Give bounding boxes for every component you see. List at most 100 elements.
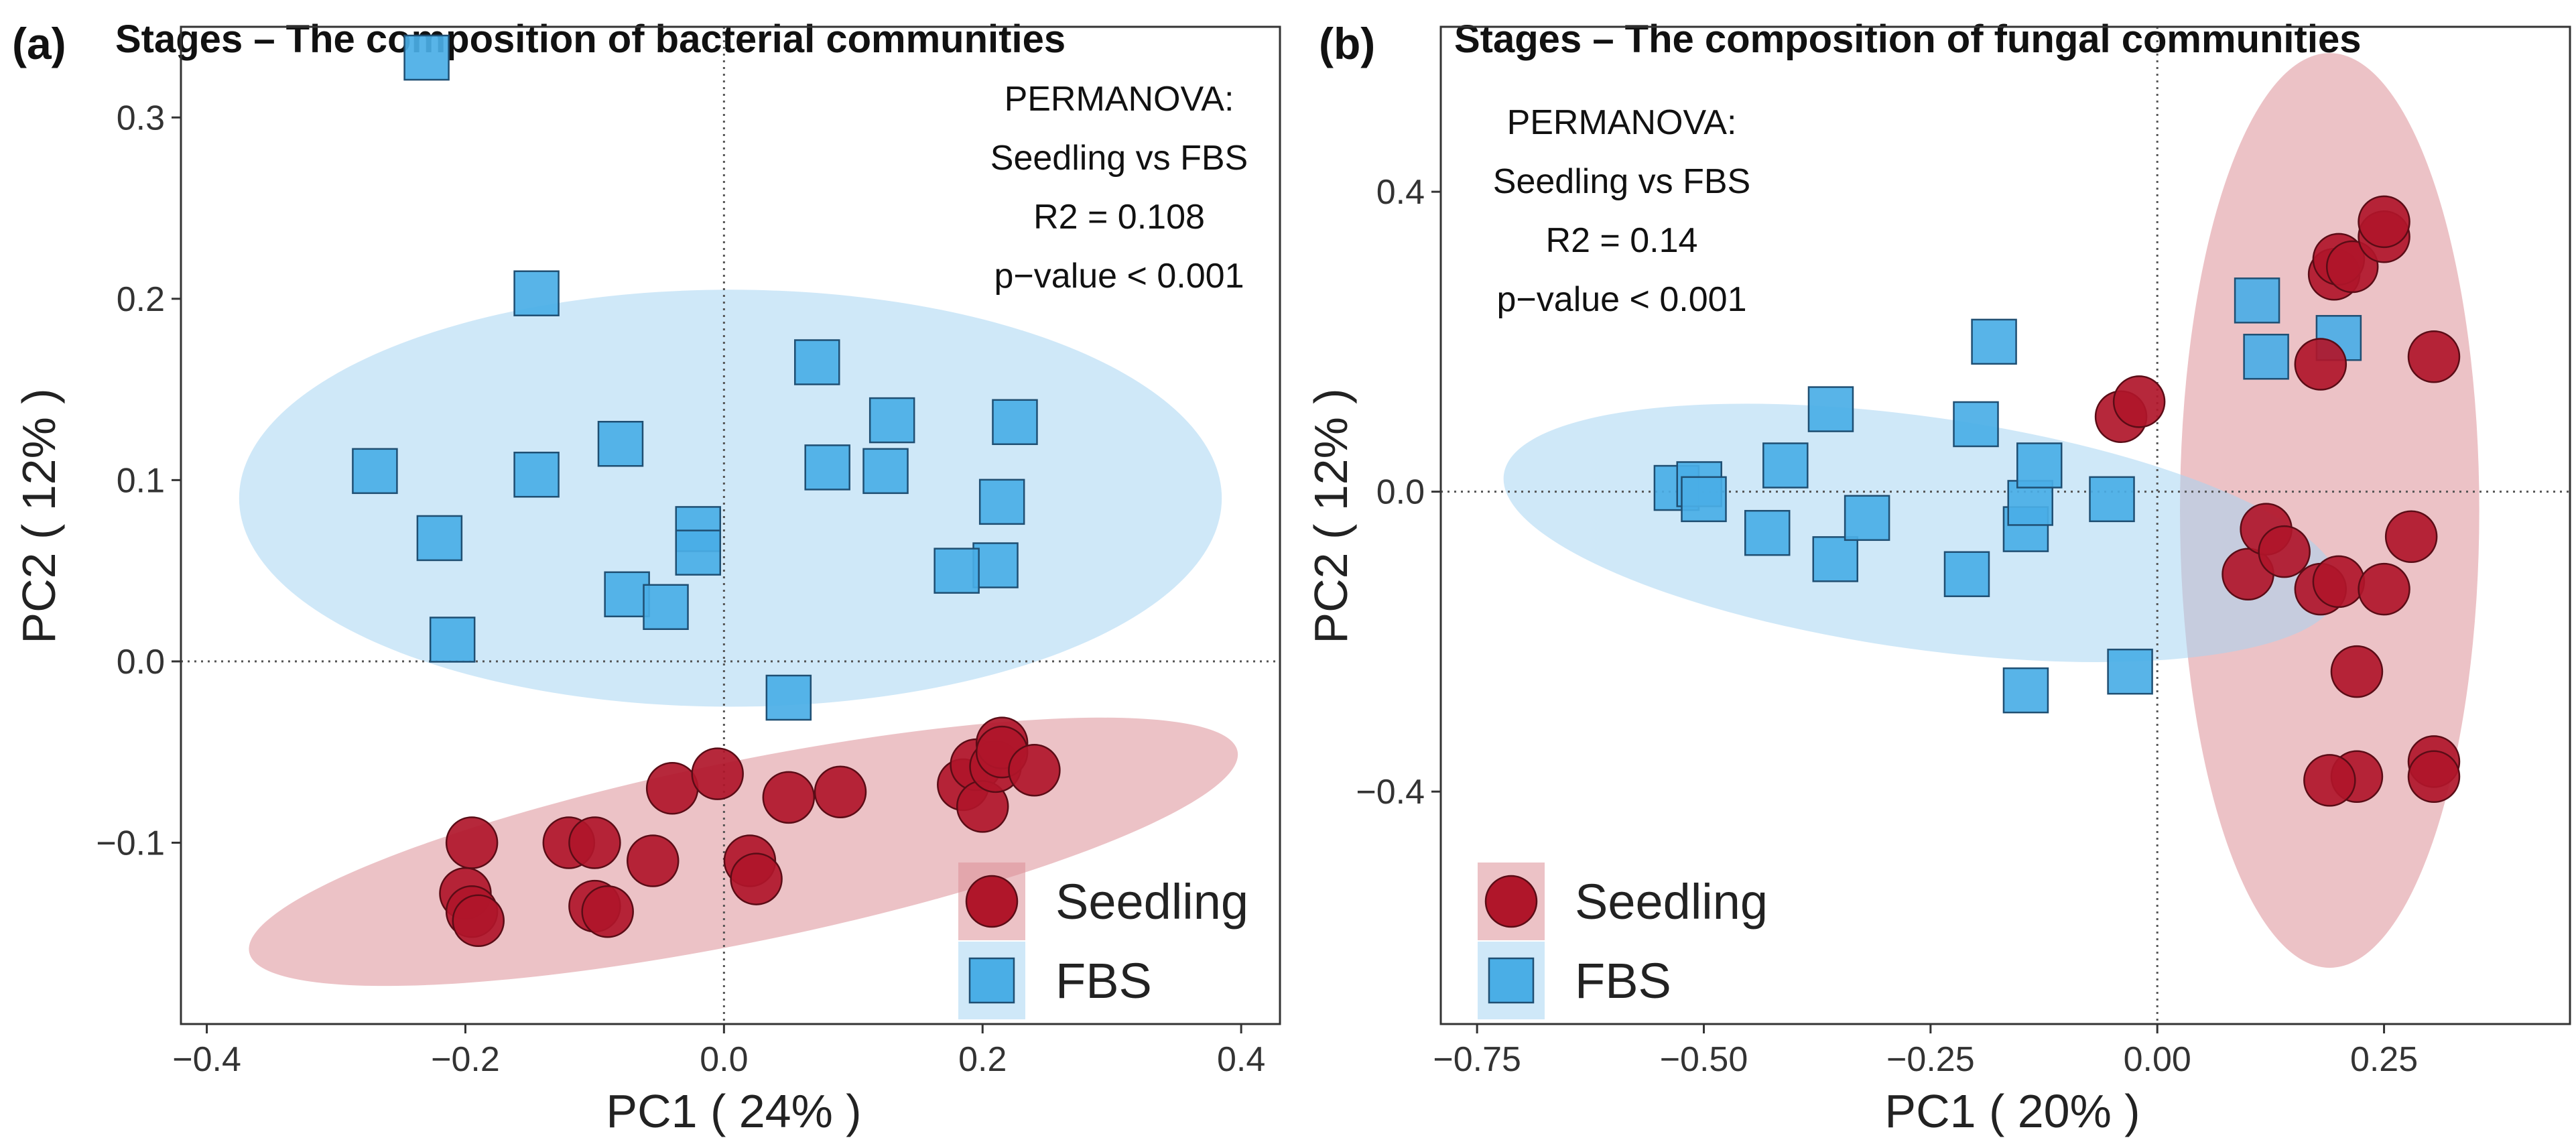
y-tick-label: −0.4	[1356, 773, 1425, 812]
legend: Seedling FBS	[958, 863, 1248, 1019]
seedling-point	[2294, 338, 2347, 391]
chart-title: Stages – The composition of fungal commu…	[1454, 17, 2361, 61]
fbs-point	[794, 339, 840, 385]
x-tick-label: −0.25	[1886, 1040, 1975, 1079]
x-tick-label: −0.2	[431, 1040, 500, 1079]
y-tick-label: 0.4	[1376, 173, 1425, 212]
seedling-point	[762, 771, 816, 824]
fbs-point	[1807, 386, 1854, 432]
annotation-line: p−value < 0.001	[994, 257, 1244, 296]
x-tick-label: 0.0	[700, 1040, 748, 1079]
seedling-point	[581, 885, 634, 938]
x-tick-label: 0.00	[2124, 1040, 2191, 1079]
fbs-point	[429, 617, 476, 663]
fbs-point	[868, 397, 915, 444]
fbs-point	[597, 421, 644, 467]
fbs-point	[2107, 648, 2153, 695]
seedling-point	[568, 816, 621, 869]
x-axis-ticks: −0.75 −0.50 −0.25 0.00 0.25	[1433, 1024, 2418, 1079]
y-axis-ticks: −0.4 0.0 0.4	[1356, 173, 1441, 812]
x-tick-label: −0.75	[1433, 1040, 1521, 1079]
fbs-point	[643, 584, 689, 630]
reference-lines	[1441, 27, 2570, 1024]
legend-square-marker	[1488, 957, 1535, 1004]
fbs-point	[1953, 401, 1999, 448]
plot-frame	[1439, 25, 2571, 1025]
legend-label: Seedling	[1055, 874, 1248, 930]
fbs-point	[416, 515, 463, 562]
y-tick-label: −0.1	[96, 824, 165, 863]
y-tick-label: 0.1	[117, 461, 165, 500]
permanova-annotation: PERMANOVA: Seedling vs FBS R2 = 0.14 p−valu…	[1493, 103, 1750, 319]
fbs-point	[604, 571, 650, 618]
legend-circle-marker	[965, 875, 1019, 928]
fbs-point	[1681, 476, 1727, 523]
y-tick-label: 0.2	[117, 280, 165, 319]
fbs-point	[1844, 495, 1890, 542]
seedling-point	[2358, 195, 2410, 249]
seedling-point	[2312, 555, 2366, 609]
fbs-point	[765, 674, 812, 721]
fbs-point	[2234, 277, 2280, 324]
legend: Seedling FBS	[1478, 863, 1768, 1019]
x-axis-label: PC1 ( 24% )	[606, 1085, 861, 1137]
annotation-line: PERMANOVA:	[1507, 103, 1737, 142]
fbs-point	[1943, 551, 1990, 597]
x-tick-label: −0.4	[172, 1040, 241, 1079]
fbs-point	[2089, 476, 2135, 523]
fbs-point	[2002, 667, 2049, 714]
data-points	[352, 34, 1061, 948]
seedling-point	[2407, 750, 2461, 804]
seedling-point	[445, 816, 499, 869]
seedling-point	[691, 747, 744, 800]
annotation-line: Seedling vs FBS	[1493, 162, 1750, 201]
seedling-point	[814, 765, 867, 818]
x-tick-label: 0.2	[958, 1040, 1007, 1079]
plot-frame	[180, 25, 1281, 1025]
fbs-point	[2016, 442, 2063, 489]
seedling-point	[2303, 754, 2356, 807]
x-tick-label: 0.4	[1217, 1040, 1265, 1079]
fbs-point	[972, 542, 1019, 588]
annotation-line: PERMANOVA:	[1005, 80, 1234, 119]
fbs-point	[513, 270, 560, 316]
fbs-point	[403, 34, 450, 81]
legend-label: FBS	[1055, 953, 1152, 1009]
fbs-point	[992, 399, 1038, 446]
y-tick-label: 0.0	[117, 643, 165, 682]
legend-square-marker	[968, 957, 1015, 1004]
annotation-line: Seedling vs FBS	[990, 139, 1248, 178]
x-axis-label: PC1 ( 20% )	[1884, 1085, 2140, 1137]
y-tick-label: 0.0	[1376, 473, 1425, 512]
annotation-line: p−value < 0.001	[1497, 280, 1747, 319]
y-axis-ticks: −0.1 0.0 0.1 0.2 0.3	[96, 99, 181, 863]
x-tick-label: −0.50	[1660, 1040, 1748, 1079]
y-axis-label: PC2 ( 12% )	[13, 388, 65, 643]
seedling-point	[452, 894, 505, 948]
annotation-line: R2 = 0.14	[1546, 221, 1698, 260]
fbs-point	[862, 448, 909, 495]
chart-title: Stages – The composition of bacterial co…	[115, 17, 1066, 61]
fbs-point	[1971, 318, 2017, 365]
seedling-point	[2112, 375, 2166, 428]
fbs-point	[352, 448, 398, 495]
x-tick-label: 0.25	[2350, 1040, 2418, 1079]
permanova-annotation: PERMANOVA: Seedling vs FBS R2 = 0.108 p−val…	[990, 80, 1248, 296]
legend-label: Seedling	[1575, 874, 1768, 930]
panel-tag: (a)	[12, 19, 66, 68]
annotation-line: R2 = 0.108	[1033, 198, 1205, 237]
panel-bacterial: (a) Stages – The composition of bacteria…	[12, 17, 1281, 1137]
fbs-point	[1744, 509, 1791, 556]
seedling-point	[645, 762, 699, 815]
fbs-point	[513, 451, 560, 498]
panel-tag: (b)	[1319, 19, 1375, 68]
fbs-point	[675, 529, 722, 576]
seedling-point	[2258, 525, 2311, 578]
seedling-point	[2384, 510, 2438, 564]
seedling-point	[626, 834, 680, 887]
panel-fungal: (b) Stages – The composition of fungal c…	[1305, 17, 2571, 1137]
fbs-point	[2243, 334, 2289, 380]
fbs-ellipse	[239, 290, 1222, 707]
fbs-point	[933, 548, 980, 594]
